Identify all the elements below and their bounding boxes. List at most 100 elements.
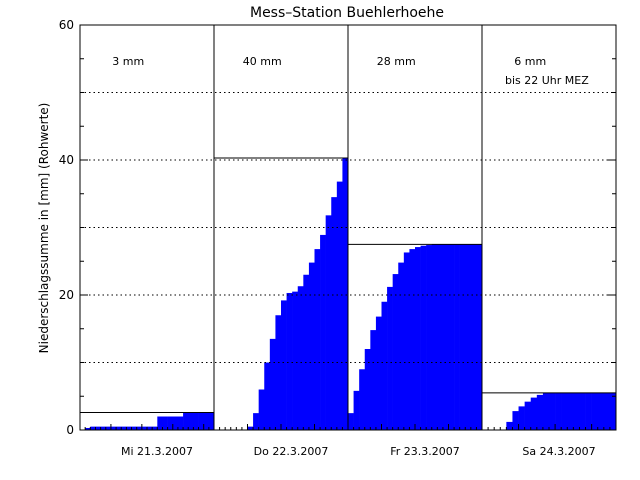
- day-2-bar: [297, 286, 304, 430]
- day-2-bar: [247, 426, 254, 431]
- day-4-bar: [567, 392, 574, 431]
- day-4-bar: [561, 392, 568, 431]
- day-4-bar: [597, 392, 605, 431]
- day-1-bar: [188, 412, 194, 430]
- day-4-bar: [585, 392, 592, 431]
- day-2-bar: [286, 292, 293, 430]
- day-1-bar: [208, 412, 215, 430]
- day-1-bar: [136, 426, 143, 431]
- day-1-bar: [167, 416, 174, 430]
- time-note: bis 22 Uhr MEZ: [505, 74, 589, 87]
- day-2-total-label: 40 mm: [243, 55, 282, 68]
- day-3-bar: [459, 244, 466, 431]
- day-1-bar: [183, 412, 189, 430]
- day-3-bar: [420, 245, 427, 430]
- day-2-bar: [258, 389, 265, 430]
- day-1-bar: [131, 426, 137, 431]
- day-1-bar: [85, 427, 91, 430]
- day-2-date-label: Do 22.3.2007: [254, 445, 329, 458]
- day-3-bar: [387, 286, 393, 430]
- day-2-bar: [320, 234, 326, 430]
- day-3-bar: [415, 247, 421, 430]
- day-3-bar: [465, 244, 472, 431]
- day-4-bar: [518, 406, 525, 431]
- day-4-bar: [603, 392, 611, 431]
- day-1-bar: [110, 426, 117, 431]
- day-1-bar: [193, 412, 199, 430]
- day-3-bar: [454, 244, 460, 431]
- day-1-bar: [157, 416, 163, 430]
- grid-layer: [80, 92, 616, 363]
- day-4-bar: [530, 397, 538, 430]
- day-3-bar: [392, 274, 399, 430]
- day-3-bar: [381, 301, 388, 430]
- day-3-bar: [437, 244, 444, 431]
- day-3-bar: [398, 262, 405, 430]
- day-1-bar: [95, 426, 101, 431]
- day-3-bar: [448, 244, 455, 431]
- day-3-bar: [409, 249, 416, 430]
- day-4-bar: [591, 392, 599, 431]
- day-4-bar: [609, 392, 617, 431]
- day-3-date-label: Fr 23.3.2007: [390, 445, 460, 458]
- day-1-bar: [177, 416, 184, 430]
- day-4-bar: [512, 411, 519, 430]
- day-1-total-label: 3 mm: [112, 55, 144, 68]
- frame-layer: [79, 24, 617, 431]
- day-2-bar: [303, 274, 310, 430]
- day-3-bar: [353, 390, 360, 430]
- day-3-bar: [476, 244, 483, 431]
- day-3-bar: [375, 316, 382, 430]
- day-4-bar: [542, 392, 550, 431]
- y-tick-label: 20: [59, 288, 74, 302]
- day-2-bar: [308, 262, 315, 430]
- day-2-bar: [281, 300, 287, 430]
- chart-title: Mess–Station Buehlerhoehe: [250, 5, 444, 21]
- day-4-bar: [536, 394, 544, 430]
- day-4-bar: [573, 392, 580, 431]
- day-4-bar: [506, 421, 513, 430]
- y-tick-label: 0: [66, 423, 74, 437]
- day-3-bar: [348, 413, 354, 431]
- day-4-total-label: 6 mm: [514, 55, 546, 68]
- day-2-bar: [264, 362, 271, 430]
- day-1-bar: [100, 426, 107, 431]
- day-1-bar: [172, 416, 179, 430]
- day-1-date-label: Mi 21.3.2007: [121, 445, 193, 458]
- day-1-bar: [198, 412, 204, 430]
- day-1-bar: [147, 426, 153, 431]
- day-4-bar: [549, 392, 556, 431]
- day-2-bar: [331, 197, 338, 430]
- day-3-bar: [470, 244, 477, 431]
- day-2-bar: [325, 215, 332, 430]
- y-tick-label: 60: [59, 18, 74, 32]
- day-1-bar: [105, 426, 112, 431]
- day-2-bar: [292, 291, 299, 431]
- day-3-bar: [403, 252, 410, 430]
- day-4-bar: [579, 392, 586, 431]
- day-1-bar: [116, 426, 122, 431]
- day-3-bar: [364, 349, 371, 430]
- day-2-bar: [275, 315, 282, 430]
- day-3-bar: [359, 369, 366, 430]
- day-2-bar: [342, 157, 349, 431]
- day-3-bar: [442, 244, 449, 431]
- day-2-bar: [253, 413, 259, 431]
- bars-layer: [85, 157, 617, 431]
- labels-layer: 3 mm Mi 21.3.2007 40 mm Do 22.3.2007 28 mm Fr…: [59, 18, 596, 458]
- y-tick-label: 40: [59, 153, 74, 167]
- day-3-bar: [431, 244, 438, 431]
- day-3-total-label: 28 mm: [377, 55, 416, 68]
- day-1-bar: [121, 426, 127, 431]
- day-4-bar: [555, 392, 562, 431]
- day-2-bar: [336, 181, 343, 430]
- day-4-bar: [524, 401, 532, 430]
- day-1-bar: [141, 426, 148, 431]
- day-1-bar: [90, 426, 96, 431]
- day-2-bar: [314, 249, 321, 430]
- day-1-bar: [162, 416, 168, 430]
- day-1-bar: [203, 412, 210, 430]
- y-axis-label: Niederschlagssumme in [mm] (Rohwerte): [37, 103, 51, 354]
